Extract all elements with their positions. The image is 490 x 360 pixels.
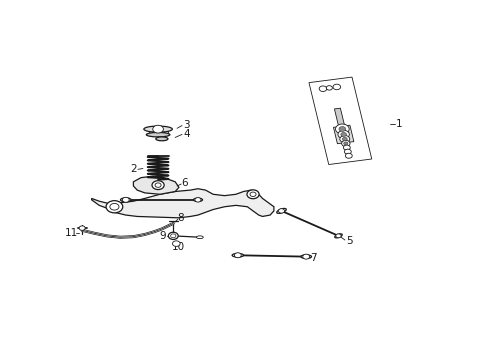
Circle shape [319, 86, 327, 91]
Circle shape [172, 241, 180, 246]
Circle shape [336, 234, 341, 238]
Circle shape [333, 84, 341, 90]
Circle shape [106, 201, 123, 213]
Ellipse shape [156, 137, 168, 141]
Circle shape [344, 149, 351, 154]
Ellipse shape [232, 253, 244, 257]
Ellipse shape [147, 132, 170, 137]
Circle shape [341, 132, 346, 136]
Circle shape [340, 135, 350, 143]
Circle shape [169, 232, 178, 239]
Text: 3: 3 [183, 120, 190, 130]
Ellipse shape [277, 208, 286, 213]
Circle shape [110, 203, 119, 210]
Circle shape [234, 253, 241, 258]
Ellipse shape [121, 198, 131, 202]
Circle shape [339, 126, 346, 131]
Text: 11: 11 [65, 228, 78, 238]
Text: 8: 8 [177, 213, 184, 224]
Polygon shape [133, 176, 179, 194]
Circle shape [247, 190, 259, 199]
Ellipse shape [196, 236, 203, 239]
Circle shape [152, 181, 164, 190]
Text: 4: 4 [183, 129, 190, 139]
Circle shape [278, 209, 285, 213]
Circle shape [153, 125, 163, 133]
Circle shape [303, 254, 310, 259]
Text: 2: 2 [130, 164, 137, 174]
Circle shape [250, 192, 256, 197]
Bar [334, 125, 354, 144]
Circle shape [338, 130, 349, 139]
Circle shape [343, 137, 347, 141]
Ellipse shape [301, 255, 312, 258]
Bar [309, 77, 372, 165]
Text: 1: 1 [396, 118, 403, 129]
Circle shape [155, 183, 161, 187]
Bar [334, 108, 344, 127]
Circle shape [122, 197, 129, 202]
Text: 7: 7 [311, 253, 317, 263]
Text: 5: 5 [346, 237, 352, 246]
Text: 6: 6 [181, 178, 188, 188]
Circle shape [345, 153, 352, 158]
Circle shape [79, 226, 85, 230]
Ellipse shape [194, 198, 202, 202]
Circle shape [343, 145, 350, 150]
Circle shape [171, 234, 176, 238]
Text: 10: 10 [172, 242, 185, 252]
Polygon shape [92, 189, 274, 218]
Circle shape [342, 140, 350, 147]
Text: 9: 9 [160, 231, 166, 241]
Circle shape [195, 198, 201, 202]
Circle shape [344, 142, 348, 145]
Circle shape [326, 86, 332, 90]
Ellipse shape [144, 126, 172, 132]
Circle shape [336, 124, 349, 134]
Ellipse shape [335, 234, 342, 238]
